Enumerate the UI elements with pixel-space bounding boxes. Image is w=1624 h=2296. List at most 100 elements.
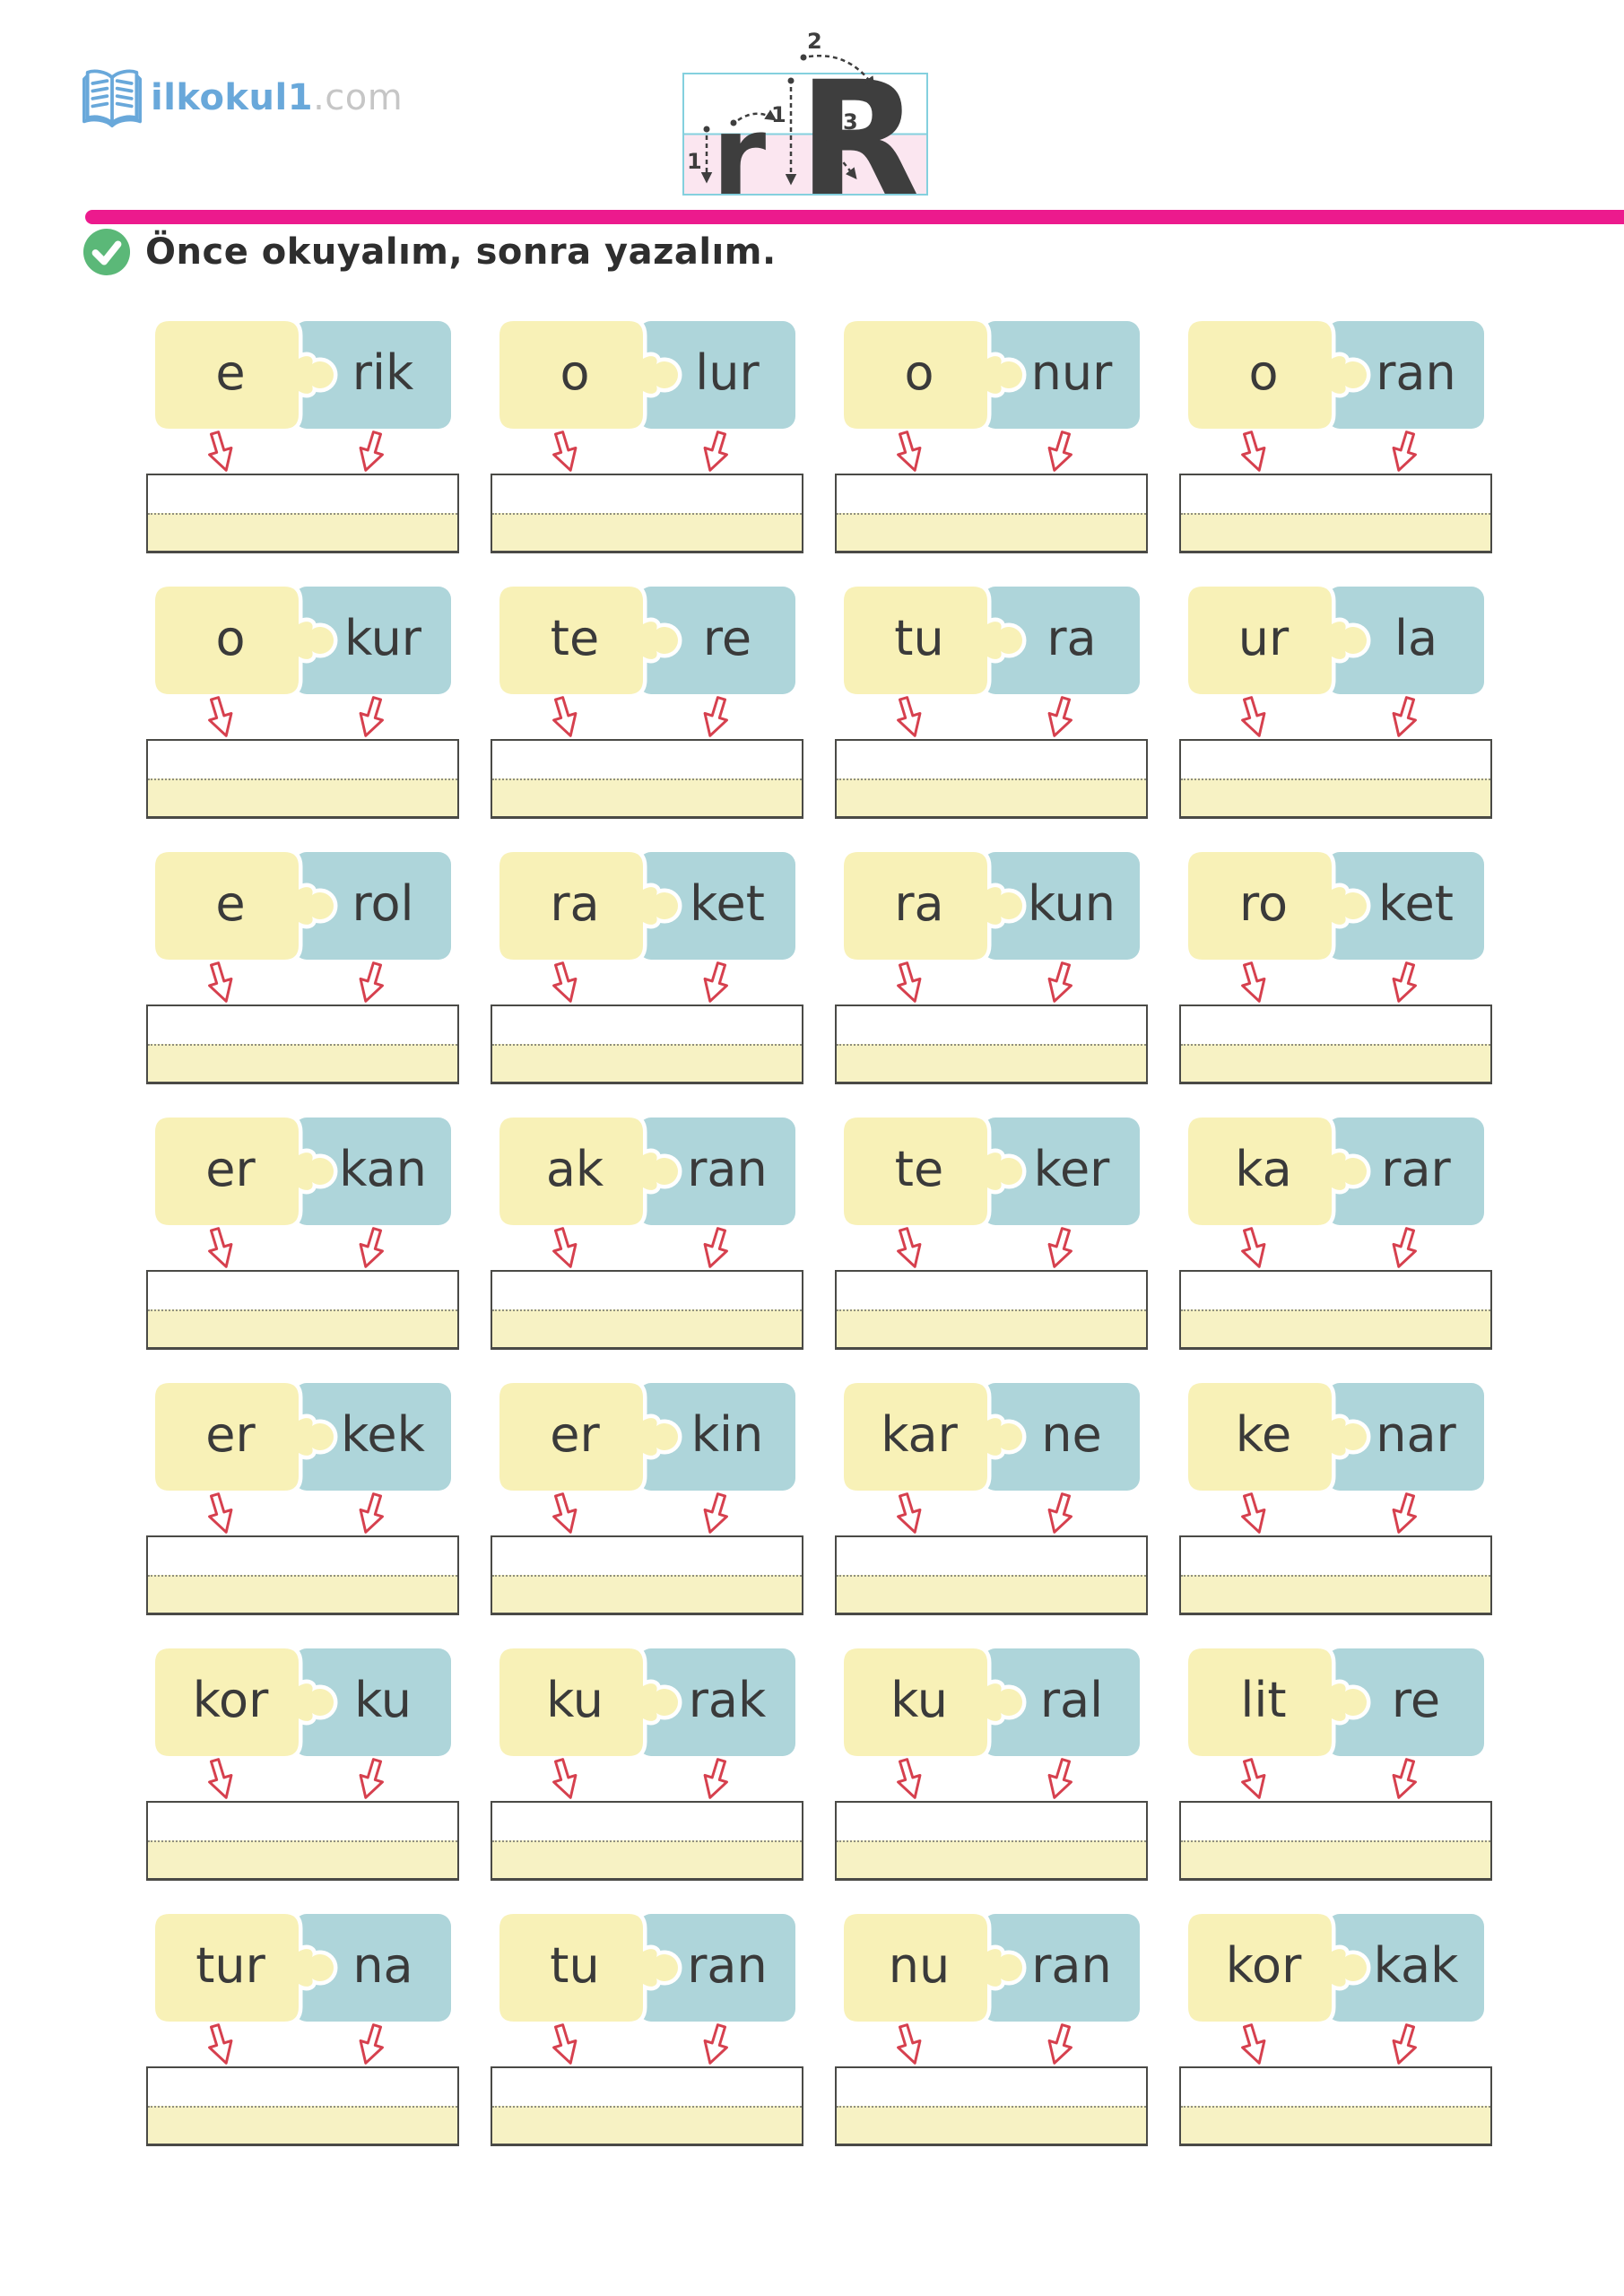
puzzle-pieces: ka rar <box>1187 1118 1484 1225</box>
syllable-right: nur <box>1030 344 1112 401</box>
writing-line-lower-half <box>148 1575 457 1613</box>
syllable-left: ra <box>550 875 599 932</box>
writing-line[interactable] <box>146 739 459 819</box>
down-arrow-icon <box>1392 1758 1417 1799</box>
writing-line-lower-half <box>492 1575 802 1613</box>
writing-line[interactable] <box>835 1004 1148 1084</box>
writing-line[interactable] <box>1179 2066 1492 2146</box>
puzzle-piece-right <box>293 1914 451 2022</box>
writing-line[interactable] <box>1179 1801 1492 1881</box>
writing-line[interactable] <box>146 474 459 553</box>
down-arrow-icon <box>359 1492 384 1534</box>
word-puzzle-cell: kar ne <box>835 1383 1148 1615</box>
writing-line-lower-half <box>492 513 802 551</box>
syllable-right: ket <box>690 875 765 932</box>
down-arrow-icon <box>1241 1227 1266 1268</box>
syllable-left: e <box>215 875 245 932</box>
writing-line[interactable] <box>491 1801 803 1881</box>
arrows-row <box>1179 1756 1492 1801</box>
puzzle-piece-right <box>1326 587 1484 694</box>
writing-line[interactable] <box>146 1004 459 1084</box>
logo-text: ilkokul1.com <box>151 77 403 118</box>
puzzle-piece-right <box>1326 321 1484 429</box>
syllable-right: ran <box>687 1141 768 1197</box>
writing-line[interactable] <box>146 1535 459 1615</box>
syllable-right: kan <box>339 1141 427 1197</box>
syllable-left: o <box>1248 344 1278 401</box>
writing-line[interactable] <box>1179 474 1492 553</box>
writing-line[interactable] <box>146 2066 459 2146</box>
arrows-row <box>491 694 803 739</box>
arrows-row <box>146 1491 459 1535</box>
stroke-number: 1 <box>771 102 786 127</box>
divider-bar <box>85 210 1624 224</box>
writing-line[interactable] <box>491 1270 803 1350</box>
word-puzzle-cell: tu ra <box>835 587 1148 819</box>
down-arrow-icon <box>208 961 233 1003</box>
syllable-right: ket <box>1378 875 1454 932</box>
writing-line[interactable] <box>835 1270 1148 1350</box>
writing-line[interactable] <box>835 1801 1148 1881</box>
down-arrow-icon <box>208 1492 233 1534</box>
writing-line[interactable] <box>835 2066 1148 2146</box>
syllable-left: tu <box>550 1937 599 1994</box>
word-puzzle-cell: te ker <box>835 1118 1148 1350</box>
down-arrow-icon <box>703 2023 728 2065</box>
arrows-row <box>1179 1491 1492 1535</box>
down-arrow-icon <box>1392 2023 1417 2065</box>
down-arrow-icon <box>897 2023 922 2065</box>
down-arrow-icon <box>897 430 922 472</box>
puzzle-pieces: e rik <box>154 321 451 429</box>
writing-line[interactable] <box>1179 1535 1492 1615</box>
down-arrow-icon <box>1241 430 1266 472</box>
down-arrow-icon <box>1392 1227 1417 1268</box>
syllable-right: re <box>702 610 751 666</box>
puzzle-piece-right <box>638 321 795 429</box>
check-icon <box>83 228 131 276</box>
writing-line[interactable] <box>835 739 1148 819</box>
syllable-right: nar <box>1376 1406 1456 1463</box>
writing-line[interactable] <box>491 1004 803 1084</box>
arrows-row <box>146 960 459 1004</box>
word-puzzle-cell: tur na <box>146 1914 459 2146</box>
puzzle-piece-right <box>638 1383 795 1491</box>
puzzle-piece-right <box>982 587 1140 694</box>
syllable-right: ran <box>1031 1937 1112 1994</box>
writing-line[interactable] <box>491 739 803 819</box>
down-arrow-icon <box>1392 696 1417 737</box>
writing-line[interactable] <box>491 1535 803 1615</box>
arrows-row <box>491 2022 803 2066</box>
writing-line[interactable] <box>1179 739 1492 819</box>
puzzle-piece-right <box>982 852 1140 960</box>
writing-line[interactable] <box>1179 1004 1492 1084</box>
writing-line[interactable] <box>491 474 803 553</box>
writing-line[interactable] <box>491 2066 803 2146</box>
down-arrow-icon <box>359 1227 384 1268</box>
stroke-number: 1 <box>687 149 702 174</box>
word-puzzle-cell: o nur <box>835 321 1148 553</box>
writing-line[interactable] <box>1179 1270 1492 1350</box>
syllable-right: ne <box>1041 1406 1101 1463</box>
arrows-row <box>146 429 459 474</box>
down-arrow-icon <box>552 696 578 737</box>
writing-line[interactable] <box>146 1270 459 1350</box>
syllable-left: o <box>215 610 245 666</box>
arrows-row <box>835 694 1148 739</box>
puzzle-piece-right <box>638 852 795 960</box>
word-puzzle-cell: te re <box>491 587 803 819</box>
syllable-left: ur <box>1238 610 1289 666</box>
puzzle-pieces: er kek <box>154 1383 451 1491</box>
puzzle-pieces: er kan <box>154 1118 451 1225</box>
writing-line[interactable] <box>146 1801 459 1881</box>
syllable-left: er <box>205 1141 256 1197</box>
down-arrow-icon <box>897 696 922 737</box>
writing-line[interactable] <box>835 474 1148 553</box>
down-arrow-icon <box>208 430 233 472</box>
puzzle-piece-right <box>1326 1118 1484 1225</box>
site-logo[interactable]: ilkokul1.com <box>83 65 403 131</box>
down-arrow-icon <box>1392 430 1417 472</box>
syllable-right: ral <box>1039 1672 1102 1728</box>
writing-line[interactable] <box>835 1535 1148 1615</box>
writing-line-lower-half <box>492 1840 802 1878</box>
writing-line-lower-half <box>1181 1309 1490 1347</box>
